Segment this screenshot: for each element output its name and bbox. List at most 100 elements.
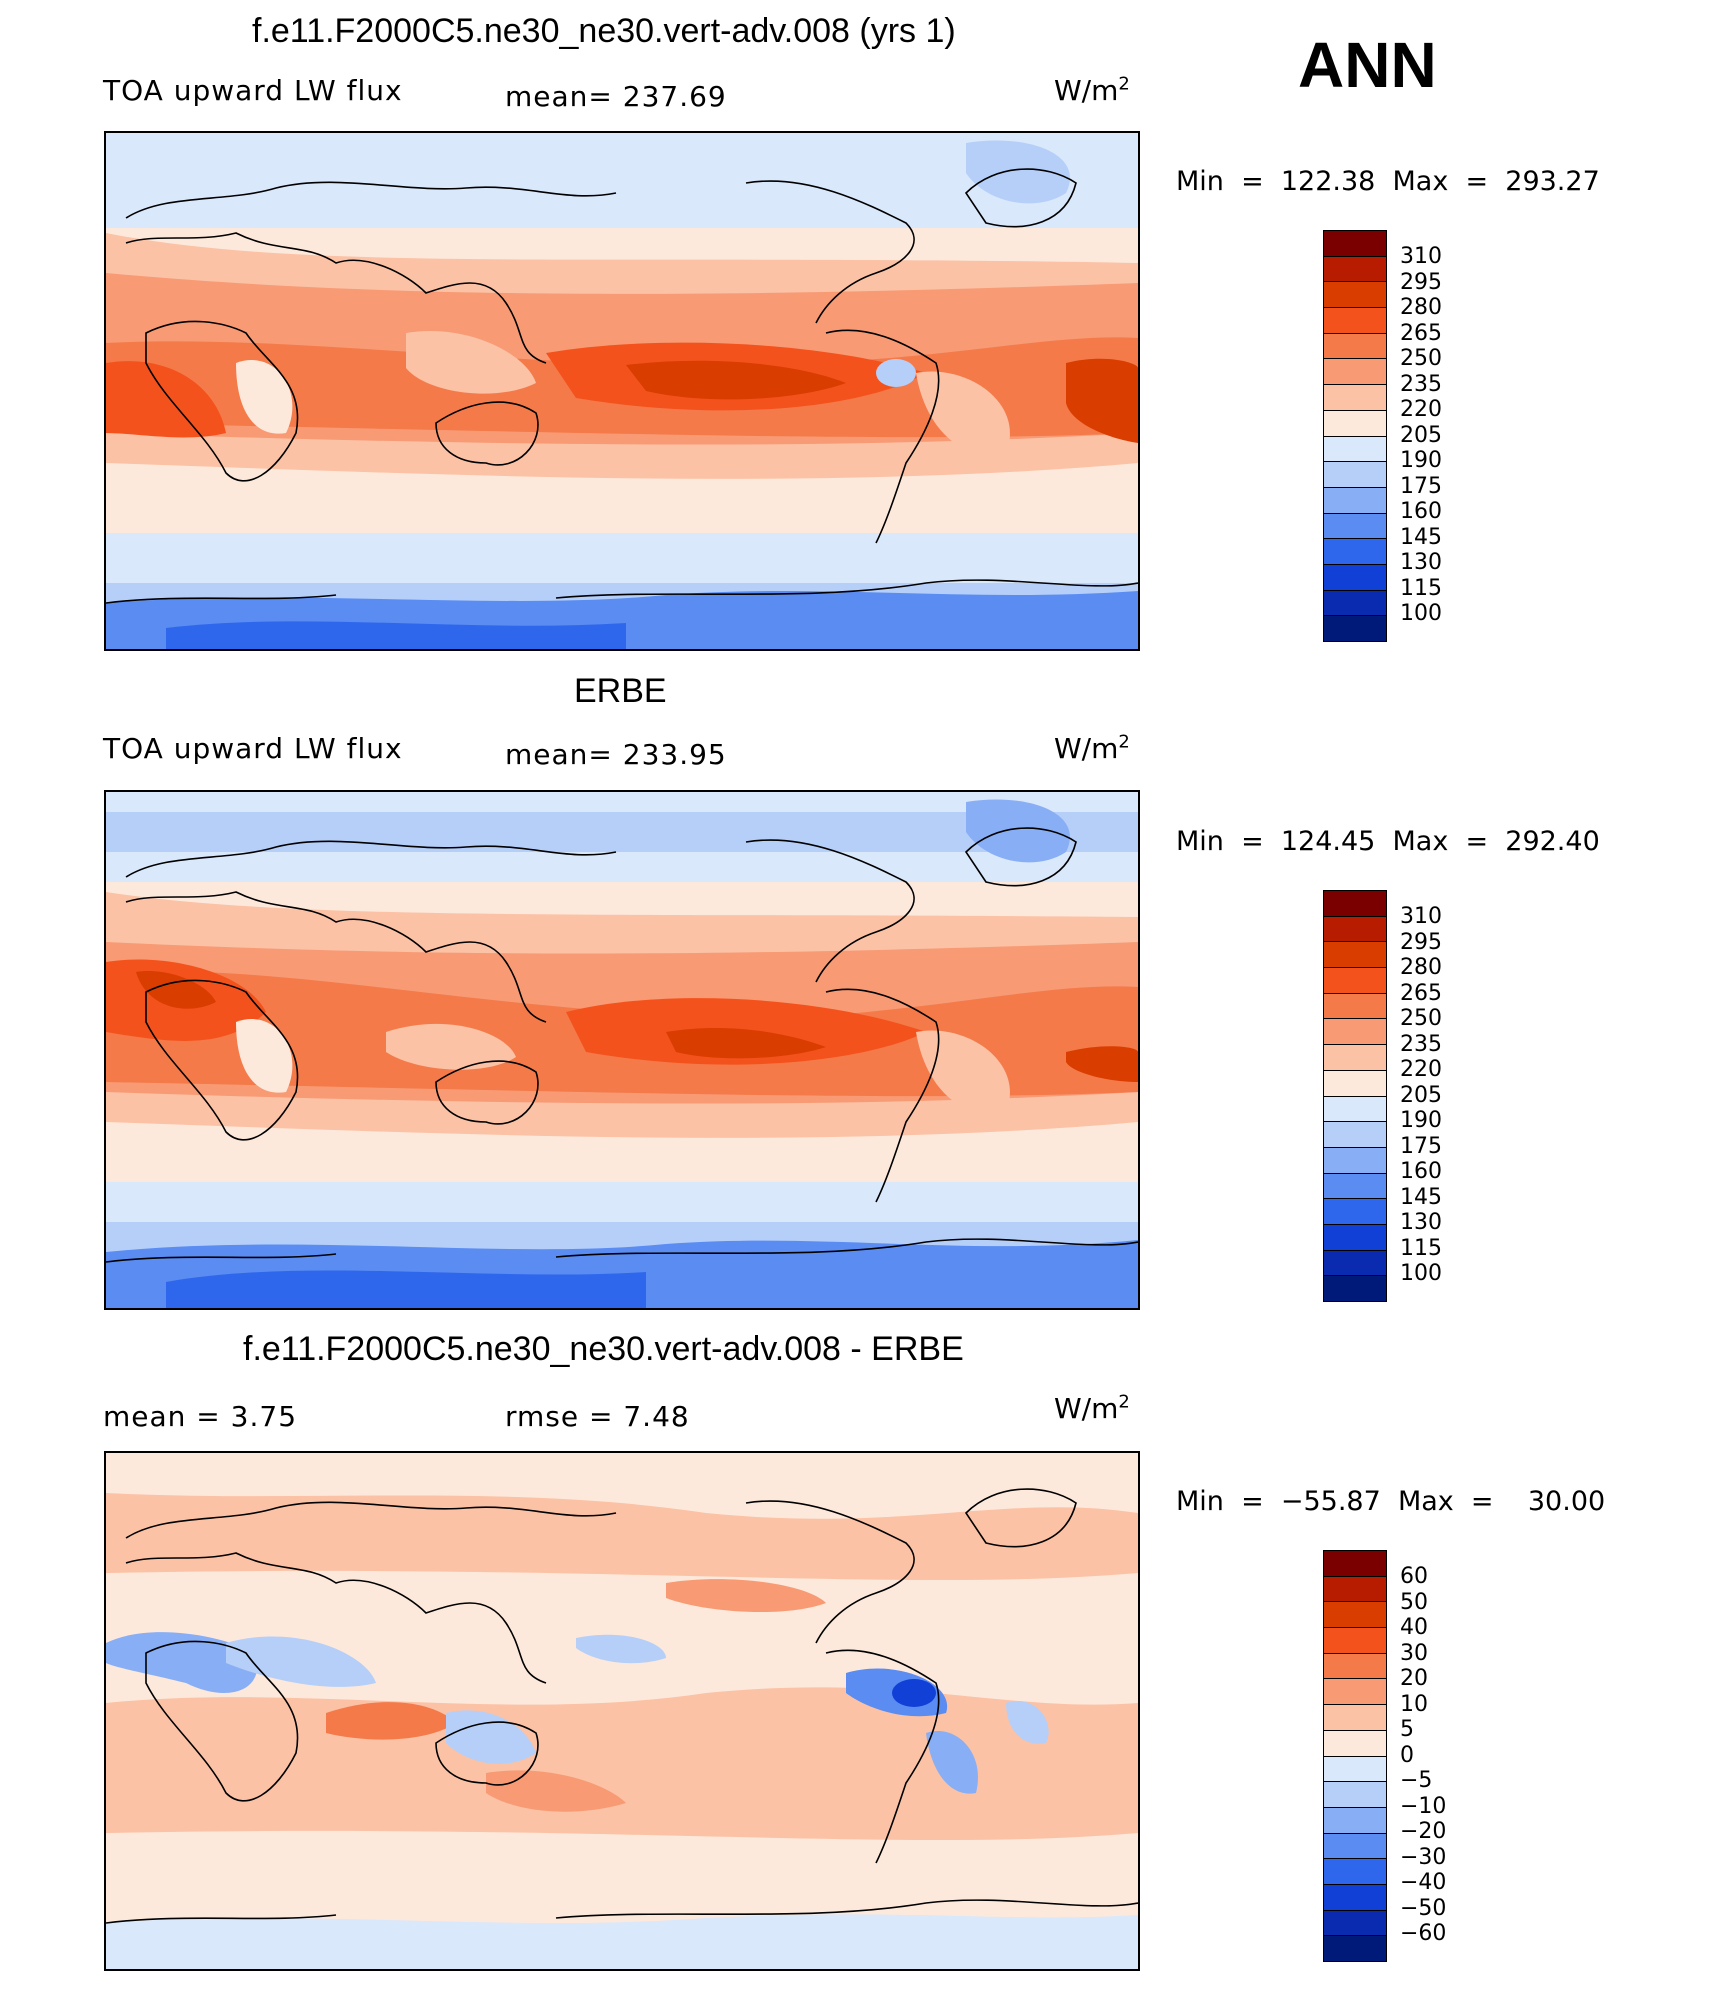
season-label: ANN <box>1298 29 1437 101</box>
colorbar-bin <box>1324 1019 1386 1046</box>
colorbar-tick-label: 235 <box>1400 1031 1442 1057</box>
colorbar-tick-label: 250 <box>1400 1006 1442 1031</box>
colorbar-bin <box>1324 1276 1386 1301</box>
colorbar-tick-label: 0 <box>1400 1742 1414 1768</box>
colorbar-tick-label: 160 <box>1400 1159 1442 1184</box>
colorbar-bin <box>1324 487 1386 514</box>
colorbar-tick-label: 190 <box>1400 1108 1442 1133</box>
colorbar-tick-label: 130 <box>1400 550 1442 575</box>
colorbar-bin <box>1324 410 1386 437</box>
colorbar-bin <box>1324 1884 1386 1911</box>
colorbar-tick-label: 145 <box>1400 524 1442 550</box>
colorbar-tick-label: 295 <box>1400 929 1442 955</box>
colorbar-bin <box>1324 1122 1386 1148</box>
colorbar-tick-label: 115 <box>1400 575 1442 601</box>
panel-1-units: W/m2 <box>1054 73 1130 107</box>
colorbar-tick-label: −40 <box>1400 1870 1447 1895</box>
colorbar-bin <box>1324 231 1386 257</box>
colorbar-bin <box>1324 1551 1386 1577</box>
colorbar-bin <box>1324 1045 1386 1071</box>
colorbar-bin <box>1324 256 1386 283</box>
colorbar-bin <box>1324 1602 1386 1629</box>
colorbar-tick-label: 310 <box>1400 904 1442 929</box>
panel-3-rmse-label: rmse = 7.48 <box>505 1400 690 1433</box>
colorbar-tick-label: 205 <box>1400 422 1442 448</box>
colorbar-bin <box>1324 436 1386 463</box>
colorbar-tick-label: 265 <box>1400 980 1442 1006</box>
panel-3-mean-label: mean = 3.75 <box>103 1400 298 1433</box>
colorbar-bin <box>1324 993 1386 1020</box>
colorbar-bin <box>1324 1859 1386 1885</box>
colorbar-bin <box>1324 1833 1386 1860</box>
colorbar-tick-label: 30 <box>1400 1640 1428 1666</box>
colorbar-bin <box>1324 1910 1386 1937</box>
colorbar-tick-label: 310 <box>1400 244 1442 269</box>
colorbar-tick-label: −50 <box>1400 1895 1447 1921</box>
panel-1-map <box>104 131 1140 651</box>
colorbar-bin <box>1324 968 1386 994</box>
colorbar-bin <box>1324 513 1386 540</box>
colorbar-bin <box>1324 359 1386 386</box>
panel-2-mean-label: mean= 233.95 <box>505 738 727 771</box>
colorbar-bin <box>1324 916 1386 943</box>
colorbar-tick-label: 100 <box>1400 1261 1442 1286</box>
panel-2-map-field <box>106 792 1138 1308</box>
colorbar-bin <box>1324 1224 1386 1251</box>
panel-3-minmax: Min = −55.87 Max = 30.00 <box>1176 1486 1606 1517</box>
panel-2-variable-label: TOA upward LW flux <box>103 732 403 765</box>
colorbar-tick-label: 280 <box>1400 955 1442 980</box>
colorbar-bin <box>1324 1782 1386 1808</box>
panel-1-colorbar <box>1323 230 1387 642</box>
colorbar-tick-label: 20 <box>1400 1666 1428 1691</box>
colorbar-tick-label: 295 <box>1400 269 1442 295</box>
colorbar-tick-label: 160 <box>1400 499 1442 524</box>
colorbar-tick-label: 100 <box>1400 601 1442 626</box>
colorbar-bin <box>1324 616 1386 641</box>
colorbar-tick-label: 205 <box>1400 1082 1442 1108</box>
colorbar-tick-label: −20 <box>1400 1819 1447 1844</box>
colorbar-bin <box>1324 1756 1386 1783</box>
colorbar-bin <box>1324 282 1386 309</box>
colorbar-bin <box>1324 1576 1386 1603</box>
panel-3-colorbar <box>1323 1550 1387 1962</box>
colorbar-bin <box>1324 385 1386 411</box>
colorbar-tick-label: 40 <box>1400 1615 1428 1640</box>
colorbar-bin <box>1324 1147 1386 1174</box>
colorbar-bin <box>1324 1653 1386 1680</box>
colorbar-bin <box>1324 564 1386 591</box>
colorbar-bin <box>1324 308 1386 334</box>
panel-3-units: W/m2 <box>1054 1391 1130 1425</box>
panel-1-mean-label: mean= 237.69 <box>505 80 727 113</box>
colorbar-tick-label: 145 <box>1400 1184 1442 1210</box>
panel-2-map <box>104 790 1140 1310</box>
panel-2-colorbar <box>1323 890 1387 1302</box>
panel-2-title: ERBE <box>574 672 667 710</box>
colorbar-tick-label: 5 <box>1400 1717 1414 1742</box>
colorbar-tick-label: −30 <box>1400 1844 1447 1870</box>
colorbar-bin <box>1324 1250 1386 1277</box>
colorbar-tick-label: 10 <box>1400 1691 1428 1717</box>
panel-1-minmax: Min = 122.38 Max = 293.27 <box>1176 166 1600 197</box>
colorbar-bin <box>1324 333 1386 360</box>
colorbar-bin <box>1324 462 1386 488</box>
colorbar-tick-label: 250 <box>1400 346 1442 371</box>
panel-1-variable-label: TOA upward LW flux <box>103 74 403 107</box>
colorbar-bin <box>1324 1936 1386 1961</box>
colorbar-tick-label: 175 <box>1400 473 1442 499</box>
colorbar-bin <box>1324 942 1386 969</box>
colorbar-bin <box>1324 1173 1386 1200</box>
colorbar-bin <box>1324 891 1386 917</box>
colorbar-bin <box>1324 539 1386 565</box>
colorbar-bin <box>1324 1730 1386 1757</box>
colorbar-tick-label: 235 <box>1400 371 1442 397</box>
panel-1-map-field <box>106 133 1138 649</box>
panel-3-title: f.e11.F2000C5.ne30_ne30.vert-adv.008 - E… <box>243 1330 964 1368</box>
colorbar-tick-label: −60 <box>1400 1921 1447 1946</box>
colorbar-tick-label: 190 <box>1400 448 1442 473</box>
colorbar-tick-label: 115 <box>1400 1235 1442 1261</box>
colorbar-tick-label: 280 <box>1400 295 1442 320</box>
panel-2-units: W/m2 <box>1054 731 1130 765</box>
colorbar-tick-label: 265 <box>1400 320 1442 346</box>
colorbar-tick-label: 175 <box>1400 1133 1442 1159</box>
colorbar-tick-label: 130 <box>1400 1210 1442 1235</box>
